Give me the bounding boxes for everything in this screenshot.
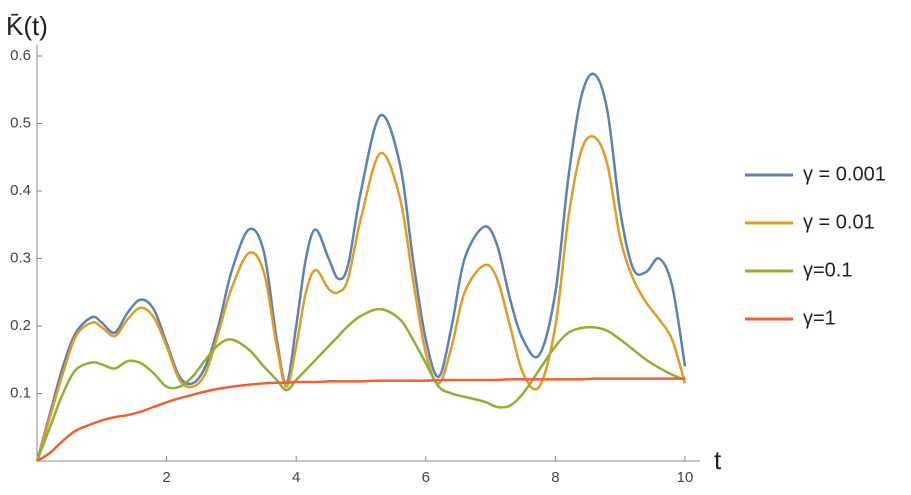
y-tick-label: 0.6 bbox=[10, 47, 31, 64]
y-tick-label: 0.5 bbox=[10, 114, 31, 131]
y-tick-label: 0.1 bbox=[10, 384, 31, 401]
y-tick-label: 0.4 bbox=[10, 182, 31, 199]
legend-text: γ=0.1 bbox=[803, 259, 852, 281]
x-tick-label: 4 bbox=[292, 469, 300, 486]
legend-text: γ = 0.001 bbox=[803, 163, 886, 185]
x-tick-label: 2 bbox=[162, 469, 170, 486]
legend-text: γ = 0.01 bbox=[803, 211, 875, 233]
x-tick-label: 8 bbox=[551, 469, 559, 486]
y-tick-label: 0.2 bbox=[10, 317, 31, 334]
series-line bbox=[35, 72, 687, 462]
series-line bbox=[36, 377, 685, 463]
series-line bbox=[35, 307, 686, 462]
x-axis-label: t bbox=[714, 445, 722, 475]
y-tick-label: 0.3 bbox=[10, 249, 31, 266]
y-axis-label: K̄(t) bbox=[6, 11, 48, 41]
legend-text: γ=1 bbox=[803, 307, 836, 329]
x-tick-label: 6 bbox=[422, 469, 430, 486]
series-line bbox=[35, 135, 687, 462]
x-tick-label: 10 bbox=[677, 469, 694, 486]
